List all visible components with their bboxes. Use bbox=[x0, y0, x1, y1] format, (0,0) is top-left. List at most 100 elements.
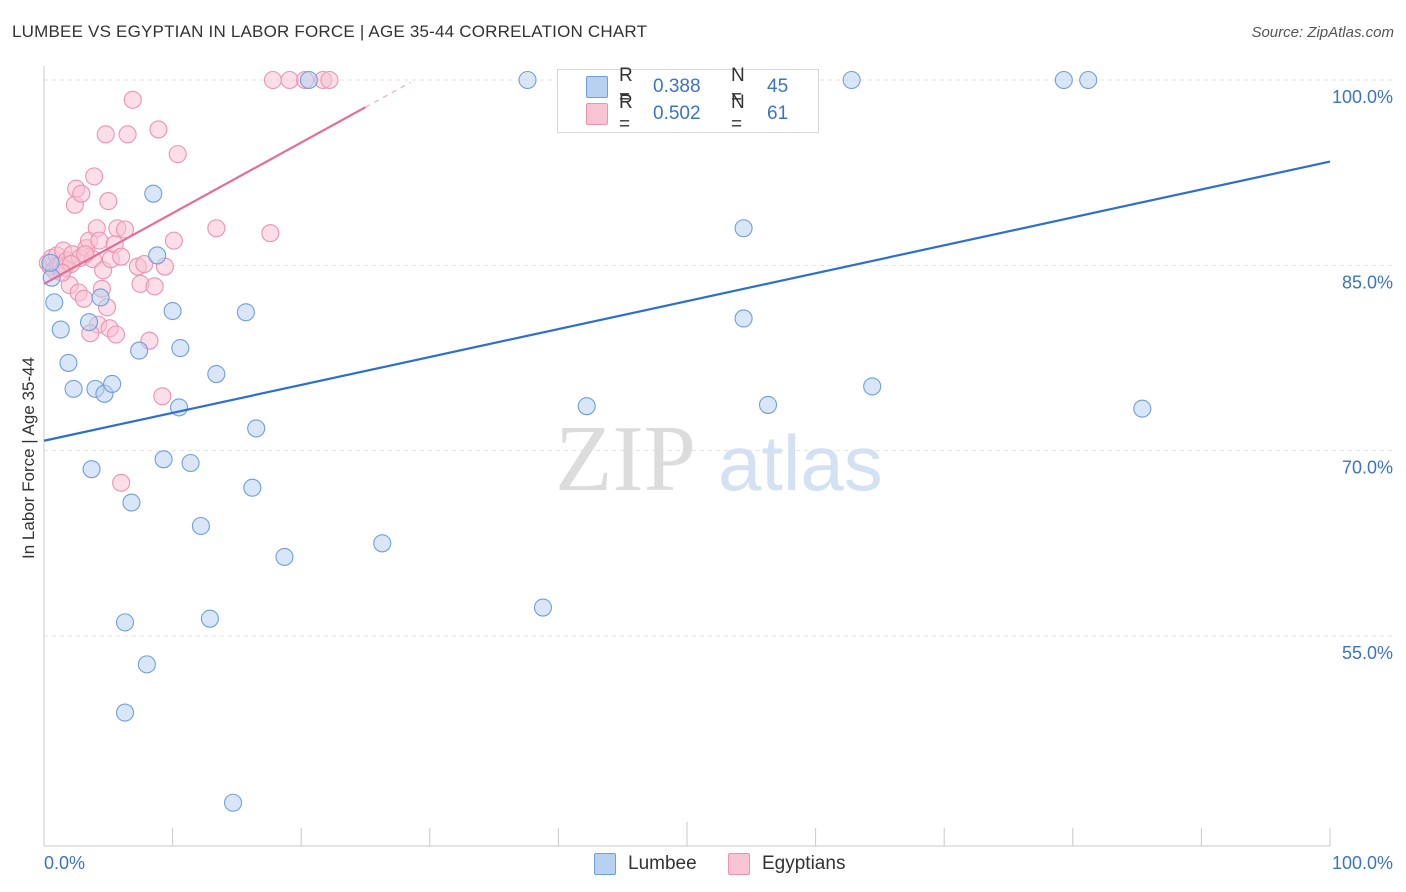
lumbee-point bbox=[41, 253, 60, 272]
lumbee-point bbox=[863, 377, 882, 396]
lumbee-point bbox=[163, 301, 182, 321]
lumbee-point bbox=[518, 70, 537, 90]
egyptians-point bbox=[207, 219, 226, 238]
lumbee-point bbox=[130, 341, 149, 360]
legend-r-value: 0.502 bbox=[653, 103, 701, 124]
watermark-zip: ZIP bbox=[555, 407, 696, 511]
y-tick-label: 55.0% bbox=[1342, 643, 1393, 663]
legend-n-value: 61 bbox=[767, 103, 789, 124]
lumbee-point bbox=[154, 450, 173, 469]
egyptians-point bbox=[261, 224, 280, 243]
lumbee-point bbox=[171, 339, 190, 358]
axes bbox=[43, 66, 1331, 847]
y-tick-label: 70.0% bbox=[1342, 458, 1393, 478]
lumbee-point bbox=[103, 374, 122, 393]
gridlines bbox=[44, 79, 1392, 637]
lumbee-trend-line bbox=[43, 160, 1331, 442]
lumbee-point bbox=[223, 793, 243, 812]
egyptians-point bbox=[85, 167, 104, 186]
x-tick-label: 100.0% bbox=[1332, 853, 1393, 873]
lumbee-point bbox=[115, 613, 135, 632]
lumbee-point bbox=[275, 547, 294, 566]
lumbee-point bbox=[1054, 70, 1073, 90]
lumbee-point bbox=[236, 303, 255, 322]
egyptians-point bbox=[153, 387, 172, 406]
legend-r-label: R = bbox=[619, 92, 633, 135]
egyptians-point bbox=[106, 325, 126, 344]
lumbee-legend-label: Lumbee bbox=[628, 853, 697, 874]
lumbee-points bbox=[41, 70, 1152, 812]
y-tick-label: 100.0% bbox=[1332, 87, 1393, 107]
egyptians-point bbox=[320, 70, 339, 90]
egyptians-point bbox=[115, 220, 135, 239]
legend-r-value: 0.388 bbox=[653, 76, 701, 97]
lumbee-point bbox=[181, 453, 200, 473]
legend-n-label: N = bbox=[731, 65, 745, 108]
egyptians-point bbox=[168, 145, 187, 164]
watermark: ZIP atlas bbox=[555, 407, 883, 511]
egyptians-point bbox=[263, 70, 282, 90]
lumbee-point bbox=[577, 397, 596, 416]
watermark-atlas: atlas bbox=[718, 419, 883, 507]
lumbee-point bbox=[51, 320, 70, 339]
legend-r-label: R = bbox=[619, 65, 633, 108]
egyptians-point bbox=[99, 192, 118, 211]
lumbee-point bbox=[137, 655, 156, 674]
y-axis-label: In Labor Force | Age 35-44 bbox=[19, 357, 38, 559]
lumbee-point bbox=[1133, 399, 1152, 418]
egyptians-point bbox=[118, 125, 137, 144]
lumbee-point bbox=[82, 460, 101, 479]
lumbee-point bbox=[373, 534, 392, 553]
egyptians-trend-extension bbox=[365, 81, 411, 108]
lumbee-point bbox=[247, 419, 266, 438]
lumbee-legend-swatch bbox=[594, 853, 616, 875]
lumbee-point bbox=[144, 184, 163, 203]
egyptians-point bbox=[90, 231, 109, 250]
lumbee-point bbox=[122, 493, 141, 512]
lumbee-point bbox=[191, 516, 210, 536]
bottom-legend-lumbee: Lumbee bbox=[594, 852, 697, 876]
lumbee-point bbox=[842, 70, 861, 90]
lumbee-point bbox=[243, 478, 262, 497]
legend-n-value: 45 bbox=[767, 76, 789, 97]
legend-n-label: N = bbox=[731, 92, 745, 135]
egyptians-point bbox=[280, 70, 299, 90]
lumbee-point bbox=[59, 353, 78, 372]
egyptians-point bbox=[123, 90, 142, 109]
x-tick-label: 0.0% bbox=[44, 853, 85, 873]
lumbee-point bbox=[45, 293, 64, 312]
egyptians-point bbox=[145, 277, 164, 296]
lumbee-point bbox=[299, 70, 318, 90]
lumbee-point bbox=[1079, 70, 1098, 90]
egyptians-point bbox=[72, 184, 91, 203]
source-label: Source: ZipAtlas.com bbox=[1251, 24, 1394, 41]
chart-title: LUMBEE VS EGYPTIAN IN LABOR FORCE | AGE … bbox=[12, 22, 648, 41]
egyptians-point bbox=[74, 289, 93, 308]
egyptians-point bbox=[112, 247, 131, 266]
stats-legend: R = 0.388 N = 45 R = 0.502 N = 61 bbox=[557, 65, 819, 135]
bottom-legend-egyptians: Egyptians bbox=[728, 852, 845, 876]
tick-labels: 100.0% 85.0% 70.0% 55.0% 0.0% 100.0% bbox=[44, 87, 1393, 873]
trend-lines bbox=[43, 81, 1331, 442]
y-tick-label: 85.0% bbox=[1342, 272, 1393, 292]
lumbee-point bbox=[734, 309, 753, 328]
lumbee-point bbox=[200, 609, 219, 628]
lumbee-point bbox=[64, 379, 83, 398]
egyptians-legend-label: Egyptians bbox=[762, 853, 846, 874]
egyptians-trend-line bbox=[43, 106, 367, 285]
egyptians-point bbox=[112, 473, 131, 492]
egyptians-point bbox=[164, 231, 183, 250]
egyptians-points bbox=[38, 70, 339, 492]
lumbee-point bbox=[207, 364, 226, 384]
lumbee-point bbox=[148, 246, 167, 265]
lumbee-point bbox=[91, 288, 110, 307]
egyptians-point bbox=[96, 125, 115, 144]
lumbee-swatch bbox=[586, 76, 608, 98]
lumbee-point bbox=[533, 598, 553, 617]
lumbee-point bbox=[758, 395, 778, 414]
egyptians-point bbox=[135, 255, 154, 274]
lumbee-point bbox=[79, 313, 99, 332]
egyptians-swatch bbox=[586, 103, 608, 125]
egyptians-point bbox=[149, 120, 168, 139]
